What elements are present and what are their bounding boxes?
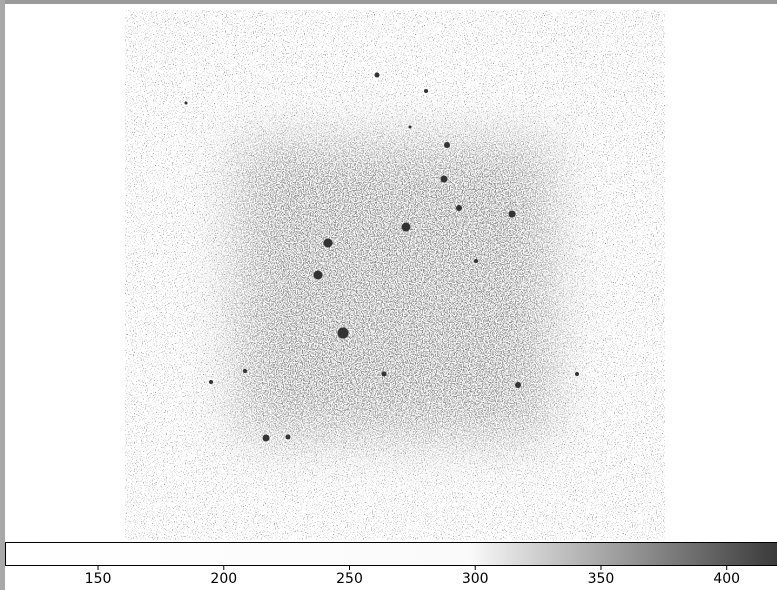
tick-label: 150 bbox=[85, 571, 112, 587]
tick-label: 350 bbox=[588, 571, 615, 587]
tick-label: 300 bbox=[462, 571, 489, 587]
stars bbox=[184, 72, 579, 442]
tick-label: 400 bbox=[713, 571, 740, 587]
noise-field bbox=[125, 20, 665, 540]
top-frame bbox=[0, 0, 777, 4]
tick-label: 250 bbox=[336, 571, 363, 587]
astronomical-image bbox=[125, 10, 665, 540]
left-frame bbox=[0, 0, 5, 590]
colorbar bbox=[5, 542, 777, 566]
tick-label: 200 bbox=[210, 571, 237, 587]
